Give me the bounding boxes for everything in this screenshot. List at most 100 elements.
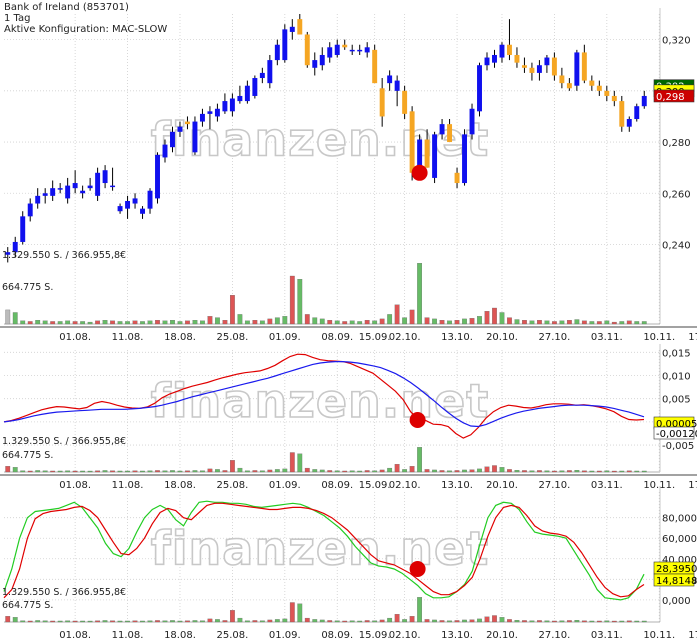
volume-bar [65,620,71,623]
x-tick-label: 01.09. [269,332,301,343]
volume-bar [267,469,273,473]
volume-bar [215,619,220,623]
volume-bar [604,470,610,473]
volume-bar [596,321,602,325]
volume-bar [237,467,243,473]
volume-bar [267,318,273,325]
volume-bar [50,321,56,325]
volume-bar [566,470,572,473]
volume-bar [319,619,325,623]
volume-bar [454,320,460,325]
volume-bar [417,263,423,325]
volume-bar [27,321,33,325]
candle-body [357,49,363,52]
volume-bar [357,321,363,325]
candle-body [140,208,146,214]
candle-body [117,206,123,212]
y-tick-label: 40,000 [662,555,697,566]
x-tick-label: 17.11. [688,480,697,491]
volume-bar [244,620,250,623]
volume-bar [409,616,415,623]
volume-bar [304,314,310,325]
volume-bar [514,470,520,473]
volume-bar [140,470,145,473]
volume-bar [72,321,78,325]
volume-bar [544,470,550,473]
volume-bar [102,470,108,473]
y-tick-label: 80,000 [662,514,697,525]
volume-bar [289,275,295,325]
volume-bar [162,320,168,325]
x-tick-label: 08.09. [321,332,353,343]
candle-body [372,49,378,84]
volume-bar [282,316,288,325]
volume-bar [72,470,78,473]
volume-bar [514,620,520,623]
candle-body [424,139,430,168]
volume-bar [432,318,437,325]
volume-bar [42,620,48,623]
watermark: finanzen.net [151,374,489,428]
candle-body [349,49,355,52]
volume-bar [574,620,580,623]
volume-bar [409,466,415,473]
x-tick-label: 20.10. [486,332,518,343]
volume-bar [544,320,550,325]
volume-bar [634,321,640,325]
volume-bar [566,320,572,325]
volume-bar [372,470,378,473]
volume-bar [544,620,550,623]
volume-bar [35,620,41,623]
price-badge: 0,298 [656,92,685,103]
volume-bar [155,470,160,473]
macd-dot [409,412,426,428]
volume-bar [342,470,348,473]
indicator-line [3,500,645,601]
volume-bar [147,620,153,623]
candle-body [192,121,198,153]
volume-bar [462,469,467,473]
candle-body [110,185,116,188]
candle-body [155,154,160,199]
volume-bar [394,304,400,325]
volume-bar [147,320,153,325]
candle-body [170,131,175,148]
volume-bar [177,321,183,325]
x-tick-label: 25.08. [216,480,248,491]
volume-bar [319,469,325,473]
volume-bar [454,620,460,623]
volume-bar [424,619,430,623]
candle-body [65,185,71,199]
candle-body [252,78,258,96]
volume-bar [372,620,378,623]
candle-body [334,44,340,55]
x-tick-label: 25.08. [216,630,248,641]
candle-body [634,106,640,120]
volume-bar [170,320,175,325]
candle-body [289,26,295,32]
chart-title: Bank of Ireland (853701) [4,2,129,13]
volume-bar [50,470,56,473]
x-tick-label: 18.08. [164,630,196,641]
stochastic-dot [409,561,426,577]
x-tick-label: 20.10. [486,630,518,641]
volume-bar [447,620,452,623]
volume-bar [469,469,475,473]
candle-body [454,172,460,184]
volume-bar [177,620,183,623]
volume-bar [207,468,213,473]
volume-bar [499,467,505,473]
indicator-line [3,353,645,439]
candle-body [477,65,482,112]
x-tick-label: 03.11. [591,480,623,491]
candle-body [574,52,580,86]
volume-bar [327,620,333,623]
volume-bar [439,620,445,623]
candle-body [229,98,235,112]
candle-body [259,72,265,79]
volume-bar [417,597,423,623]
volume-bar [641,620,647,623]
y-tick-label: 0,240 [662,241,691,252]
candle-body [559,75,565,84]
volume-bar [274,469,280,473]
